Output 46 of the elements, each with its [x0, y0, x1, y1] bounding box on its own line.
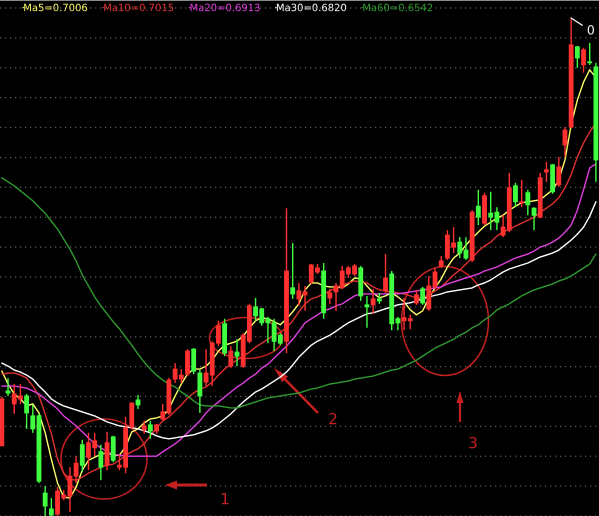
- candlestick: [142, 420, 147, 435]
- candlestick: [420, 286, 426, 306]
- candlestick: [587, 42, 592, 66]
- candlestick: [513, 182, 518, 208]
- annotation: 2: [329, 412, 336, 424]
- candlestick: [228, 345, 234, 369]
- candlestick: [24, 393, 30, 430]
- candlestick: [98, 444, 104, 481]
- candlestick: [556, 156, 562, 188]
- candlestick: [234, 338, 240, 367]
- candlestick: [185, 348, 190, 377]
- candlestick: [370, 288, 376, 315]
- candlestick: [6, 377, 10, 397]
- candlestick: [290, 242, 296, 300]
- candlestick: [104, 431, 110, 471]
- candlestick: [80, 439, 85, 473]
- candlestick: [532, 206, 536, 231]
- candlestick: [476, 189, 481, 226]
- candlestick: [327, 288, 332, 305]
- candlestick: [414, 289, 419, 306]
- candlestick: [574, 45, 580, 68]
- candlestick: [154, 423, 159, 435]
- candlestick: [383, 253, 388, 294]
- legend-label: Ma60=0.6542: [363, 4, 432, 12]
- candlestick: [129, 402, 134, 430]
- annotation: 3: [469, 436, 477, 448]
- candlestick: [136, 394, 140, 410]
- candlestick: [364, 295, 370, 328]
- candlestick: [376, 292, 382, 305]
- legend-label: Ma20=0.6913: [190, 4, 260, 12]
- candlestick: [191, 347, 196, 375]
- candlestick: [544, 161, 549, 183]
- candlestick: [42, 485, 48, 516]
- candlestick: [48, 497, 54, 516]
- legend-label: Ma30=0.6820: [276, 4, 346, 12]
- legend-label: Ma5=0.7006: [24, 4, 88, 12]
- annotation: 1: [222, 493, 228, 504]
- candlestick: [148, 420, 153, 440]
- legend-label: Ma10=0.7015: [104, 4, 174, 12]
- candlestick: [525, 189, 530, 216]
- candlestick: [197, 369, 202, 414]
- candlestick: [562, 126, 568, 158]
- annotation: 0: [588, 25, 594, 35]
- candlestick: [438, 255, 444, 269]
- candlestick: [581, 47, 586, 74]
- candlestick: [110, 435, 116, 463]
